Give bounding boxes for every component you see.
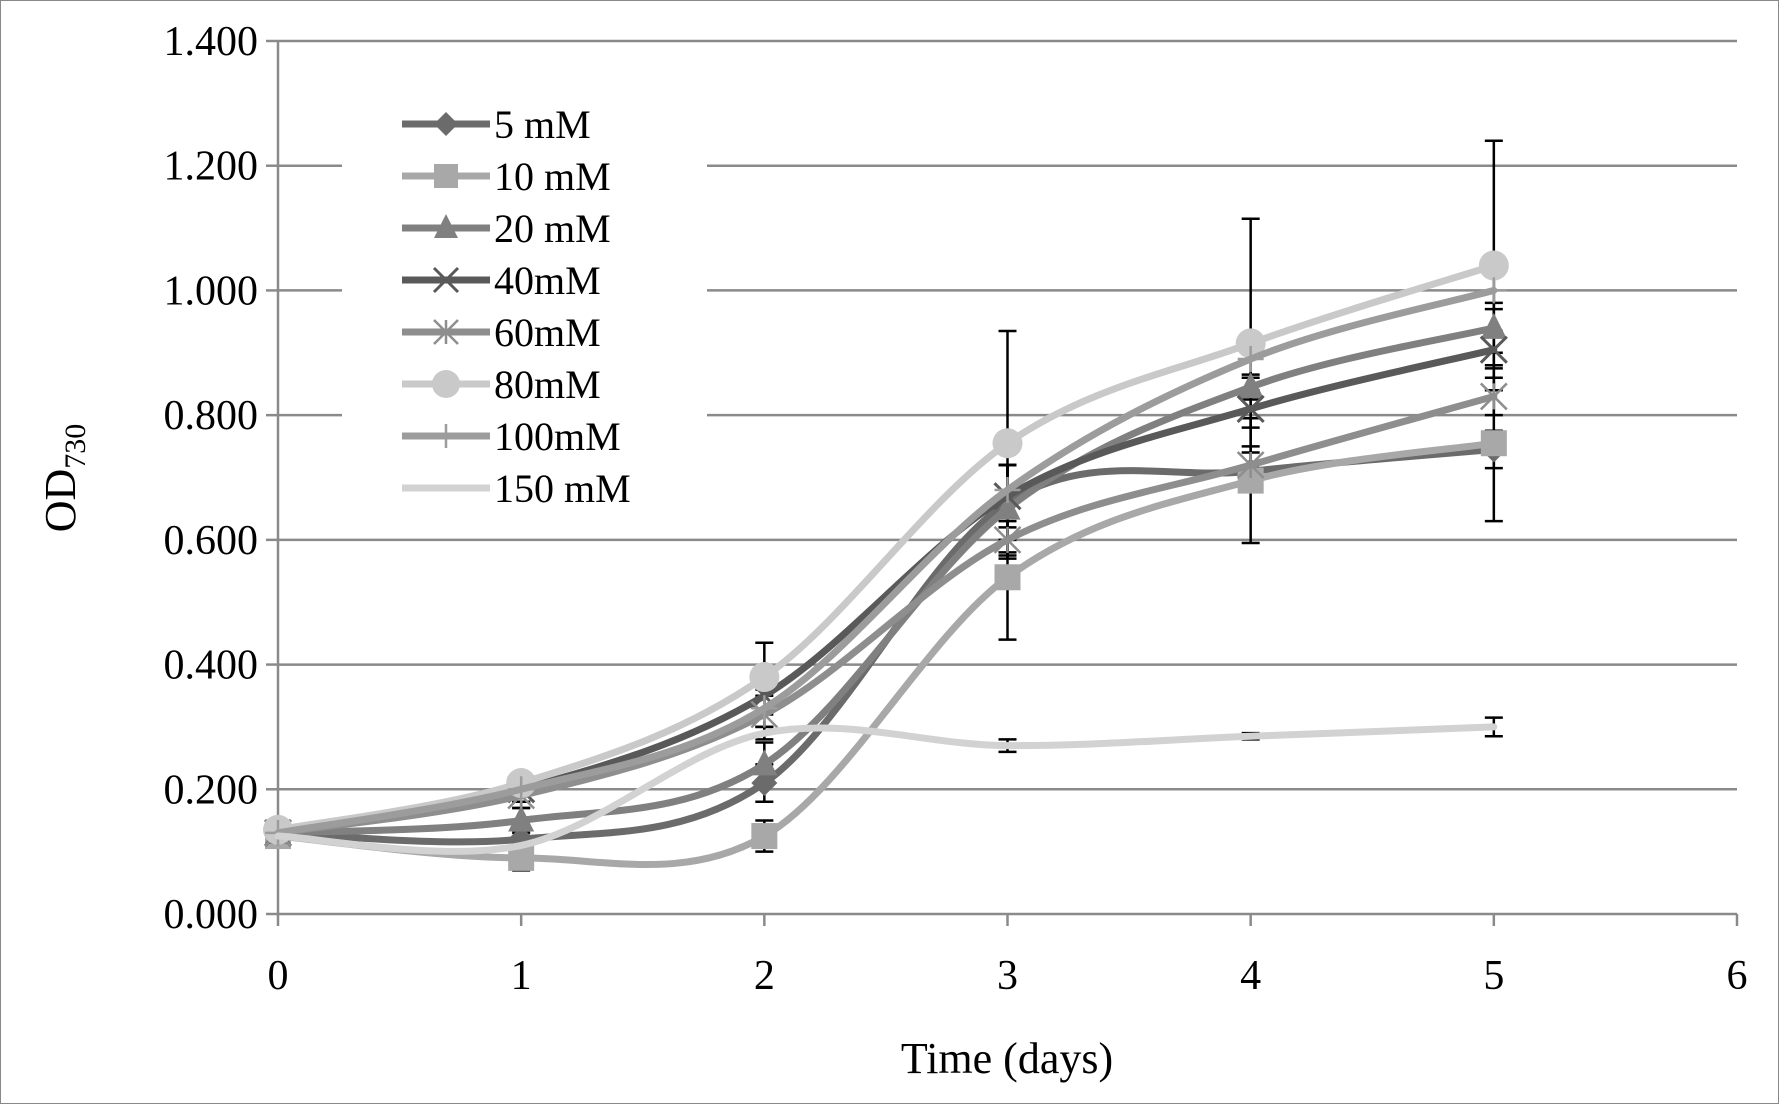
triangle-marker (1480, 312, 1507, 339)
square-marker (434, 164, 458, 188)
x-axis-label: Time (days) (901, 1034, 1113, 1083)
x-tick-label: 3 (997, 953, 1018, 999)
legend-label: 60mM (494, 310, 601, 355)
legend-item: 5 mM (402, 102, 591, 147)
square-marker (1480, 430, 1507, 457)
y-tick-label: 0.000 (164, 892, 259, 938)
legend-item: 10 mM (402, 154, 611, 199)
asterisk-marker (1479, 382, 1508, 411)
y-tick-label: 1.000 (164, 268, 259, 314)
series-lines (263, 250, 1509, 871)
diamond-marker (434, 112, 458, 136)
x-tick-label: 6 (1727, 953, 1748, 999)
square-marker (994, 564, 1021, 591)
legend-label: 20 mM (494, 206, 611, 251)
circle-marker (1235, 328, 1266, 359)
legend-item: 80mM (402, 362, 601, 407)
y-tick-label: 0.400 (164, 643, 259, 689)
asterisk-marker (1236, 451, 1265, 479)
legend-item: 150 mM (402, 466, 631, 511)
y-axis-label-main: OD (36, 469, 85, 533)
y-tick-label: 0.200 (164, 767, 259, 813)
y-tick-label: 1.400 (164, 19, 259, 65)
circle-marker (749, 662, 780, 693)
circle-marker (992, 428, 1023, 459)
y-tick-label: 0.600 (164, 518, 259, 564)
series-line (274, 324, 1498, 837)
legend-item: 40mM (402, 258, 601, 303)
asterisk-marker (433, 319, 459, 345)
x-tick-label: 1 (511, 953, 532, 999)
legend-label: 10 mM (494, 154, 611, 199)
series-150mm (274, 723, 1498, 855)
series-line (274, 392, 1498, 837)
x-tick-label: 4 (1240, 953, 1261, 999)
diamond-marker (751, 770, 778, 797)
legend: 5 mM 10 mM 20 mM 40mM 60mM 80mM 100mM 150 mM (342, 102, 707, 522)
series-line (274, 261, 1498, 834)
plus-marker (508, 776, 535, 803)
y-tick-label: 1.200 (164, 144, 259, 190)
plus-marker (751, 695, 778, 722)
x-marker (1479, 335, 1508, 364)
legend-item: 20 mM (402, 206, 611, 251)
plus-marker (1480, 277, 1507, 304)
legend-item: 60mM (402, 310, 601, 355)
triangle-marker (994, 493, 1021, 520)
legend-label: 150 mM (494, 466, 631, 511)
series-line (274, 439, 1498, 869)
triangle-marker (751, 749, 778, 776)
y-axis-label-subscript: 730 (59, 424, 92, 469)
circle-marker (1478, 250, 1509, 281)
plus-marker (1237, 346, 1264, 373)
x-tick-label: 2 (754, 953, 775, 999)
asterisk-marker (993, 525, 1022, 554)
x-tick-label: 0 (268, 953, 289, 999)
x-tick-label: 5 (1483, 953, 1504, 999)
x-marker (1236, 394, 1265, 423)
legend-label: 5 mM (494, 102, 591, 147)
plus-marker (994, 476, 1021, 503)
triangle-marker (508, 805, 535, 832)
legend-label: 80mM (494, 362, 601, 407)
series-line (274, 286, 1498, 837)
triangle-marker (434, 214, 458, 238)
square-marker (751, 823, 778, 850)
legend-label: 100mM (494, 414, 621, 459)
plus-marker (434, 424, 458, 448)
legend-label: 40mM (494, 258, 601, 303)
triangle-marker (1237, 372, 1264, 399)
axes: 0.000 0.200 0.400 0.600 0.800 1.000 1.200 1.400… (164, 19, 1748, 999)
y-tick-label: 0.800 (164, 393, 259, 439)
series-line (274, 723, 1498, 855)
circle-marker (432, 370, 460, 398)
x-marker (432, 266, 460, 294)
legend-item: 100mM (402, 414, 621, 459)
y-axis-label: OD730 (36, 424, 92, 533)
